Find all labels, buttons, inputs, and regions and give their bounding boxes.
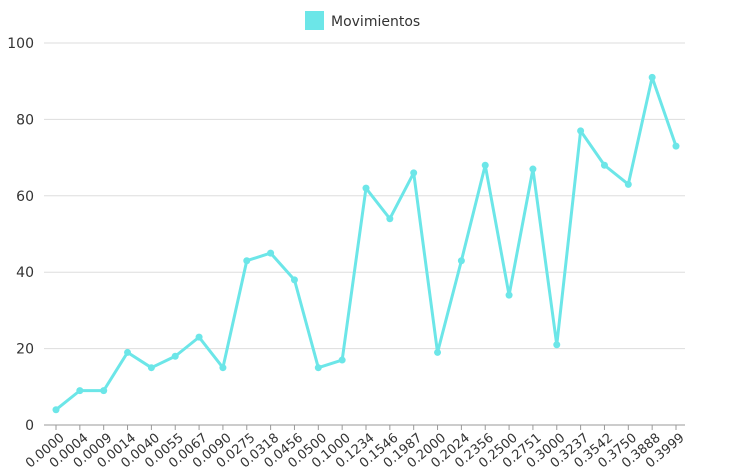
data-point[interactable] [219, 364, 227, 372]
data-point[interactable] [624, 180, 632, 188]
data-point[interactable] [577, 127, 585, 135]
y-tick-label: 40 [16, 265, 34, 281]
y-tick-label: 60 [16, 189, 34, 205]
data-point[interactable] [434, 348, 442, 356]
legend-swatch [305, 11, 324, 30]
data-point[interactable] [672, 142, 680, 150]
data-point[interactable] [147, 364, 155, 372]
data-point[interactable] [124, 348, 132, 356]
y-tick-label: 20 [16, 342, 34, 358]
data-point[interactable] [600, 161, 608, 169]
data-point[interactable] [386, 215, 394, 223]
data-point[interactable] [195, 333, 203, 341]
legend-label: Movimientos [331, 14, 420, 30]
data-point[interactable] [529, 165, 537, 173]
data-point[interactable] [553, 341, 561, 349]
data-point[interactable] [481, 161, 489, 169]
data-point[interactable] [52, 406, 60, 414]
series-line [55, 75, 678, 411]
data-point[interactable] [648, 73, 656, 81]
data-point[interactable] [362, 184, 370, 192]
data-point[interactable] [505, 291, 513, 299]
y-axis-ticks: 0 20 40 60 80 100 [7, 36, 34, 434]
y-tick-label: 0 [25, 418, 34, 434]
data-point[interactable] [290, 276, 298, 284]
data-point[interactable] [457, 257, 465, 265]
legend[interactable]: Movimientos [305, 11, 420, 30]
x-axis-ticks: 0.00000.00040.00090.00140.00400.00550.00… [23, 425, 688, 470]
data-point[interactable] [314, 364, 322, 372]
data-point[interactable] [243, 257, 251, 265]
data-point[interactable] [171, 352, 179, 360]
series-movimientos [52, 73, 680, 414]
data-point[interactable] [76, 387, 84, 395]
data-point[interactable] [410, 169, 418, 177]
data-point[interactable] [267, 249, 275, 257]
data-point[interactable] [338, 356, 346, 364]
y-tick-label: 100 [7, 36, 34, 52]
grid [44, 42, 685, 426]
y-tick-label: 80 [16, 112, 34, 128]
data-point[interactable] [100, 387, 108, 395]
